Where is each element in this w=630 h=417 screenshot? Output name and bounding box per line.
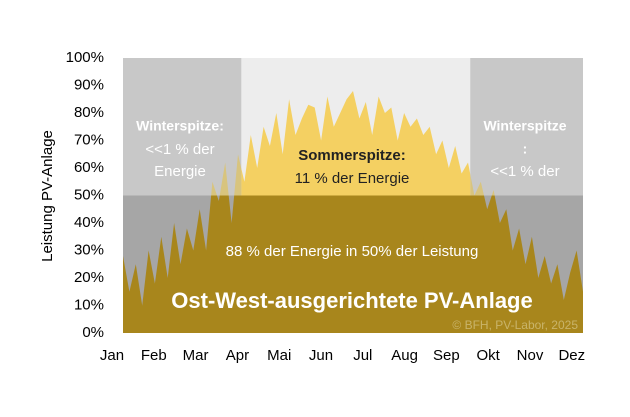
annotation: Winterspitze (483, 118, 566, 134)
y-tick-label: 20% (74, 269, 104, 286)
area-part (470, 173, 495, 196)
annotation: Winterspitze: (136, 118, 224, 134)
band-winter (123, 58, 242, 196)
y-tick-label: 70% (74, 131, 104, 148)
annotation: <<1 % der (490, 163, 559, 180)
x-tick-label: Apr (226, 347, 249, 364)
band-winter (470, 58, 583, 196)
area (123, 195, 583, 333)
x-tick-label: Jul (353, 347, 372, 364)
x-tick-label: Nov (517, 347, 544, 364)
chart-title: Ost-West-ausgerichtete PV-Anlage (171, 288, 532, 313)
annotation: Energie (154, 163, 206, 180)
x-tick-label: Mai (267, 347, 291, 364)
y-tick-label: 80% (74, 104, 104, 121)
x-tick-label: Sep (433, 347, 460, 364)
x-tick-label: Aug (391, 347, 418, 364)
x-tick-label: Mar (183, 347, 209, 364)
x-tick-label: Feb (141, 347, 167, 364)
annotation: 88 % der Energie in 50% der Leistung (226, 243, 479, 260)
x-tick-label: Okt (477, 347, 501, 364)
copyright: © BFH, PV-Labor, 2025 (452, 318, 578, 332)
y-axis-label: Leistung PV-Anlage (39, 130, 56, 262)
y-tick-label: 10% (74, 296, 104, 313)
annotation: : (523, 141, 528, 157)
y-tick-label: 90% (74, 76, 104, 93)
y-tick-label: 50% (74, 186, 104, 203)
area-part (211, 154, 242, 196)
y-tick-label: 60% (74, 159, 104, 176)
area-part (241, 91, 471, 196)
annotation: Sommerspitze: (298, 147, 406, 164)
x-tick-label: Dez (558, 347, 585, 364)
annotation: <<1 % der (145, 141, 214, 158)
x-tick-label: Jun (309, 347, 333, 364)
y-tick-label: 40% (74, 214, 104, 231)
y-tick-label: 30% (74, 241, 104, 258)
x-tick-label: Jan (100, 347, 124, 364)
y-tick-label: 100% (66, 49, 104, 66)
y-tick-label: 0% (82, 324, 104, 341)
annotation: 11 % der Energie (295, 170, 410, 187)
